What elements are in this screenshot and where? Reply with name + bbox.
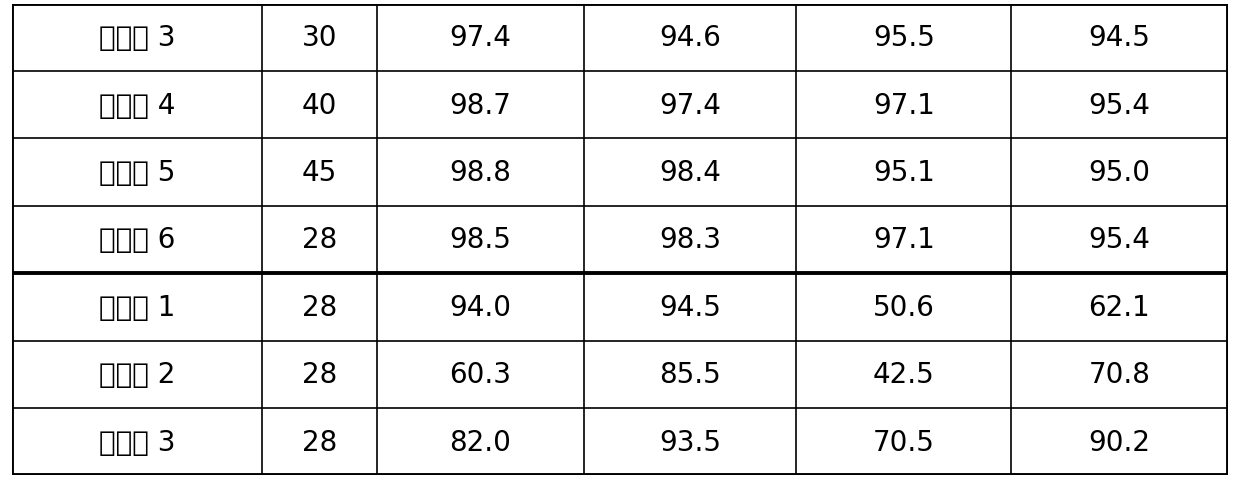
Text: 97.1: 97.1	[873, 92, 935, 120]
Text: 98.8: 98.8	[449, 159, 511, 187]
Text: 28: 28	[301, 293, 337, 321]
Text: 93.5: 93.5	[658, 428, 720, 456]
Text: 对比例 1: 对比例 1	[99, 293, 175, 321]
Text: 60.3: 60.3	[449, 360, 511, 388]
Text: 28: 28	[301, 226, 337, 254]
Text: 95.0: 95.0	[1089, 159, 1151, 187]
Text: 97.4: 97.4	[449, 24, 511, 52]
Text: 97.4: 97.4	[658, 92, 720, 120]
Text: 97.1: 97.1	[873, 226, 935, 254]
Text: 82.0: 82.0	[449, 428, 511, 456]
Text: 98.3: 98.3	[658, 226, 720, 254]
Text: 实施例 6: 实施例 6	[99, 226, 175, 254]
Text: 45: 45	[301, 159, 337, 187]
Text: 实施例 3: 实施例 3	[99, 24, 175, 52]
Text: 98.7: 98.7	[449, 92, 511, 120]
Text: 90.2: 90.2	[1089, 428, 1151, 456]
Text: 实施例 4: 实施例 4	[99, 92, 175, 120]
Text: 30: 30	[301, 24, 337, 52]
Text: 对比例 2: 对比例 2	[99, 360, 175, 388]
Text: 28: 28	[301, 428, 337, 456]
Text: 70.5: 70.5	[873, 428, 935, 456]
Text: 62.1: 62.1	[1089, 293, 1151, 321]
Text: 95.5: 95.5	[873, 24, 935, 52]
Text: 85.5: 85.5	[658, 360, 720, 388]
Text: 94.6: 94.6	[658, 24, 720, 52]
Text: 70.8: 70.8	[1089, 360, 1151, 388]
Text: 94.5: 94.5	[658, 293, 720, 321]
Text: 94.0: 94.0	[449, 293, 511, 321]
Text: 对比例 3: 对比例 3	[99, 428, 175, 456]
Text: 40: 40	[301, 92, 337, 120]
Text: 28: 28	[301, 360, 337, 388]
Text: 实施例 5: 实施例 5	[99, 159, 175, 187]
Text: 98.5: 98.5	[449, 226, 511, 254]
Text: 95.4: 95.4	[1089, 92, 1151, 120]
Text: 50.6: 50.6	[873, 293, 935, 321]
Text: 98.4: 98.4	[658, 159, 720, 187]
Text: 42.5: 42.5	[873, 360, 935, 388]
Text: 95.1: 95.1	[873, 159, 935, 187]
Text: 94.5: 94.5	[1089, 24, 1151, 52]
Text: 95.4: 95.4	[1089, 226, 1151, 254]
